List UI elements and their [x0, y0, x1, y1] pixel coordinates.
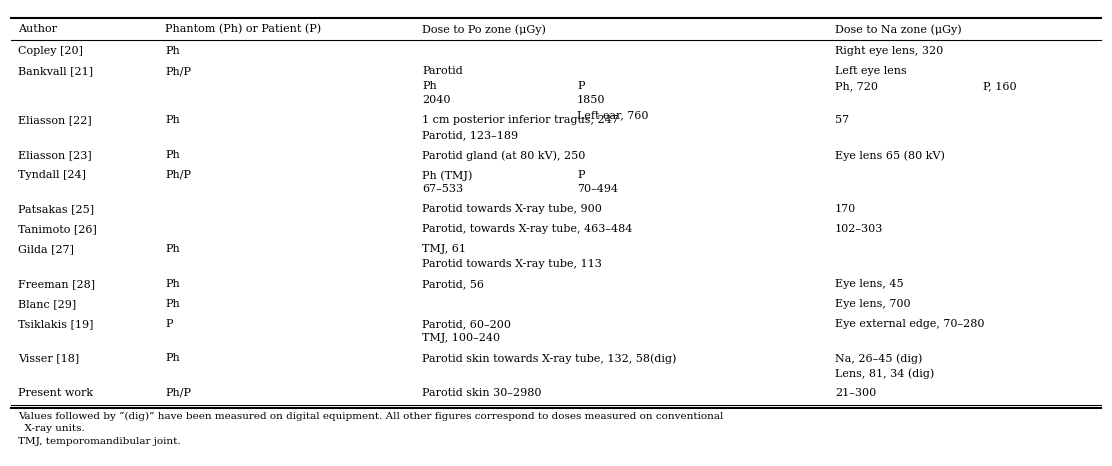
Text: Ph, 720: Ph, 720 [835, 81, 878, 91]
Text: Parotid, 56: Parotid, 56 [421, 279, 484, 289]
Text: P, 160: P, 160 [983, 81, 1016, 91]
Text: Ph: Ph [165, 150, 180, 160]
Text: Ph (TMJ): Ph (TMJ) [421, 170, 473, 180]
Text: Ph/P: Ph/P [165, 67, 191, 76]
Text: 170: 170 [835, 205, 856, 214]
Text: Parotid towards X-ray tube, 113: Parotid towards X-ray tube, 113 [421, 259, 602, 269]
Text: Na, 26–45 (dig): Na, 26–45 (dig) [835, 354, 922, 364]
Text: Eliasson [23]: Eliasson [23] [18, 150, 92, 160]
Text: Parotid towards X-ray tube, 900: Parotid towards X-ray tube, 900 [421, 205, 602, 214]
Text: Eliasson [22]: Eliasson [22] [18, 116, 92, 125]
Text: P: P [577, 170, 585, 180]
Text: Left eye lens: Left eye lens [835, 67, 906, 76]
Text: Eye lens 65 (80 kV): Eye lens 65 (80 kV) [835, 150, 945, 161]
Text: 57: 57 [835, 116, 850, 125]
Text: 21–300: 21–300 [835, 388, 876, 398]
Text: Tanimoto [26]: Tanimoto [26] [18, 225, 97, 234]
Text: Left ear, 760: Left ear, 760 [577, 110, 648, 120]
Text: Blanc [29]: Blanc [29] [18, 299, 77, 309]
Text: Values followed by “(dig)” have been measured on digital equipment. All other fi: Values followed by “(dig)” have been mea… [18, 411, 724, 421]
Text: Freeman [28]: Freeman [28] [18, 279, 96, 289]
Text: Parotid, towards X-ray tube, 463–484: Parotid, towards X-ray tube, 463–484 [421, 225, 633, 234]
Text: Eye lens, 700: Eye lens, 700 [835, 299, 911, 309]
Text: Ph: Ph [421, 81, 437, 91]
Text: Parotid skin towards X-ray tube, 132, 58(dig): Parotid skin towards X-ray tube, 132, 58… [421, 354, 676, 364]
Text: Tsiklakis [19]: Tsiklakis [19] [18, 319, 93, 329]
Text: TMJ, 100–240: TMJ, 100–240 [421, 334, 500, 343]
Text: Dose to Na zone (μGy): Dose to Na zone (μGy) [835, 24, 962, 34]
Text: Tyndall [24]: Tyndall [24] [18, 170, 86, 180]
Text: Gilda [27]: Gilda [27] [18, 245, 75, 254]
Text: TMJ, 61: TMJ, 61 [421, 245, 466, 254]
Text: 70–494: 70–494 [577, 185, 618, 194]
Text: Parotid, 123–189: Parotid, 123–189 [421, 130, 518, 140]
Text: 2040: 2040 [421, 96, 450, 105]
Text: Bankvall [21]: Bankvall [21] [18, 67, 93, 76]
Text: Parotid, 60–200: Parotid, 60–200 [421, 319, 512, 329]
Text: P: P [165, 319, 172, 329]
Text: Ph/P: Ph/P [165, 388, 191, 398]
Text: Visser [18]: Visser [18] [18, 354, 79, 363]
Text: Ph: Ph [165, 299, 180, 309]
Text: Eye lens, 45: Eye lens, 45 [835, 279, 904, 289]
Text: Present work: Present work [18, 388, 93, 398]
Text: P: P [577, 81, 585, 91]
Text: Dose to Po zone (μGy): Dose to Po zone (μGy) [421, 24, 546, 34]
Text: Ph/P: Ph/P [165, 170, 191, 180]
Text: Ph: Ph [165, 279, 180, 289]
Text: Ph: Ph [165, 47, 180, 56]
Text: Lens, 81, 34 (dig): Lens, 81, 34 (dig) [835, 368, 934, 378]
Text: 1 cm posterior inferior tragus, 247: 1 cm posterior inferior tragus, 247 [421, 116, 618, 125]
Text: Phantom (Ph) or Patient (P): Phantom (Ph) or Patient (P) [165, 24, 321, 34]
Text: Author: Author [18, 24, 57, 34]
Text: 1850: 1850 [577, 96, 606, 105]
Text: Parotid: Parotid [421, 67, 463, 76]
Text: Patsakas [25]: Patsakas [25] [18, 205, 95, 214]
Text: X-ray units.: X-ray units. [18, 424, 85, 433]
Text: Ph: Ph [165, 245, 180, 254]
Text: Parotid skin 30–2980: Parotid skin 30–2980 [421, 388, 542, 398]
Text: 102–303: 102–303 [835, 225, 883, 234]
Text: Ph: Ph [165, 354, 180, 363]
Text: TMJ, temporomandibular joint.: TMJ, temporomandibular joint. [18, 437, 180, 446]
Text: Copley [20]: Copley [20] [18, 47, 83, 56]
Text: 67–533: 67–533 [421, 185, 463, 194]
Text: Eye external edge, 70–280: Eye external edge, 70–280 [835, 319, 984, 329]
Text: Right eye lens, 320: Right eye lens, 320 [835, 47, 943, 56]
Text: Parotid gland (at 80 kV), 250: Parotid gland (at 80 kV), 250 [421, 150, 585, 161]
Text: Ph: Ph [165, 116, 180, 125]
